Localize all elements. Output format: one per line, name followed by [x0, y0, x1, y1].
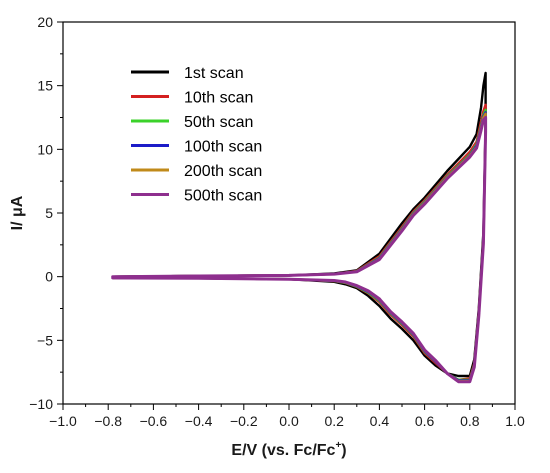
series-line-200th-scan — [111, 112, 487, 383]
x-tick-label: 0.8 — [460, 413, 480, 429]
x-tick-label: −0.4 — [185, 413, 213, 429]
y-axis-title: I/ μA — [9, 195, 26, 230]
x-axis-title-end: ) — [341, 442, 346, 459]
axis-ticks: −1.0 −0.8 −0.6 −0.4 −0.2 0.0 0.2 0.4 0.6 0.8 1.0 −1… — [29, 14, 525, 429]
plot-frame — [62, 21, 516, 405]
x-tick-label: −0.2 — [230, 413, 258, 429]
y-tick-label: −10 — [29, 396, 53, 412]
series-line-500th-scan — [111, 116, 488, 384]
legend-label: 1st scan — [184, 65, 244, 82]
legend-label: 50th scan — [184, 114, 253, 131]
y-tick-label: 15 — [37, 78, 53, 94]
x-axis-title: E/V (vs. Fc/Fc+) — [231, 440, 346, 459]
legend-label: 100th scan — [184, 139, 262, 156]
x-tick-label: 0.6 — [415, 413, 435, 429]
x-tick-label: −0.8 — [94, 413, 122, 429]
x-tick-label: −1.0 — [49, 413, 77, 429]
x-tick-label: 0.2 — [324, 413, 344, 429]
series-lines — [111, 71, 488, 384]
x-tick-label: 0.4 — [370, 413, 390, 429]
y-tick-label: 0 — [45, 269, 53, 285]
x-axis-title-sup: + — [335, 440, 341, 451]
series-line-100th-scan — [111, 111, 487, 382]
series-line-50th-scan — [111, 108, 487, 381]
legend: 1st scan 10th scan 50th scan 100th scan 200t… — [131, 65, 262, 205]
y-tick-label: 20 — [37, 14, 53, 30]
legend-label: 500th scan — [184, 188, 262, 205]
x-tick-label: 1.0 — [505, 413, 525, 429]
x-tick-label: −0.6 — [140, 413, 168, 429]
x-axis-title-main: E/V (vs. Fc/Fc — [231, 442, 335, 459]
y-tick-label: 5 — [45, 205, 53, 221]
series-line-1st-scan — [111, 71, 487, 378]
x-tick-label: 0.0 — [279, 413, 299, 429]
y-tick-label: 10 — [37, 141, 53, 157]
y-tick-label: −5 — [37, 332, 53, 348]
legend-label: 200th scan — [184, 163, 262, 180]
legend-label: 10th scan — [184, 90, 253, 107]
